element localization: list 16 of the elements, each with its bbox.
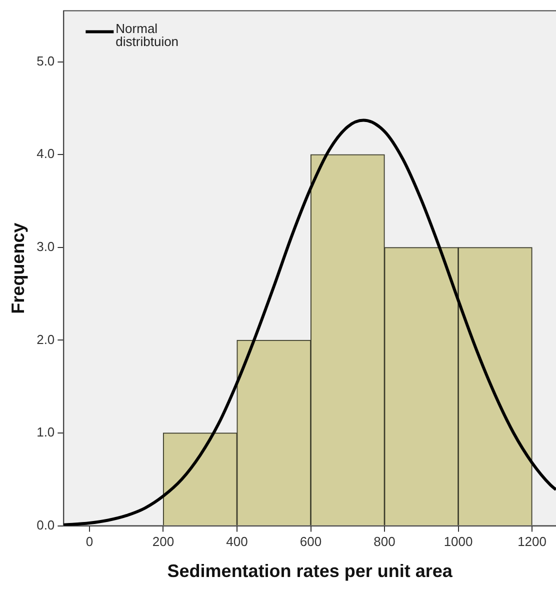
x-axis-title: Sedimentation rates per unit area [167,561,454,582]
legend-label: Normal distribtuion [116,20,179,49]
y-tick-label: 0.0 [36,517,55,532]
y-tick-label: 2.0 [36,332,55,347]
y-axis-title: Frequency [8,222,28,314]
y-tick-label: 1.0 [36,424,55,440]
x-tick-label: 400 [226,534,248,550]
x-tick-label: 200 [152,534,174,550]
x-tick-label: 0 [86,534,94,550]
y-tick-label: 4.0 [36,146,55,162]
x-tick-label: 1200 [518,534,546,550]
x-tick-label: 800 [374,534,396,550]
x-tick-label: 1000 [444,534,473,550]
x-tick-label: 600 [300,534,322,550]
y-tick-label: 3.0 [36,239,55,254]
y-tick-label: 5.0 [36,53,55,68]
